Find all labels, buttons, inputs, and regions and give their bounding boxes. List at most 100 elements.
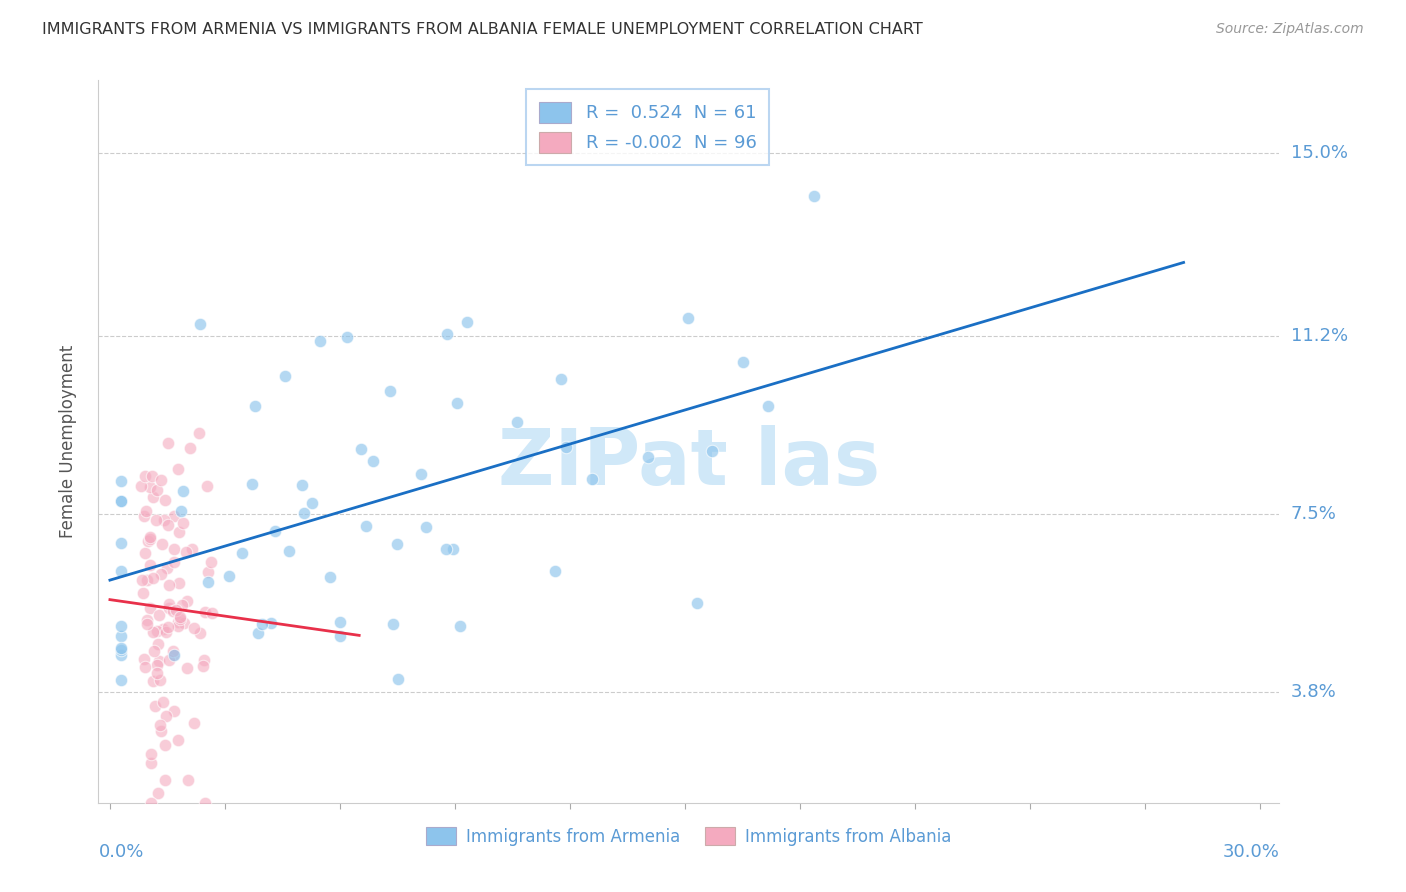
Point [146, 637, 169, 651]
Text: Source: ZipAtlas.com: Source: ZipAtlas.com [1216, 22, 1364, 37]
Point [110, 629, 132, 643]
Point [139, 601, 162, 615]
Point [110, 648, 132, 663]
Point [162, 648, 184, 662]
Point [183, 621, 205, 635]
Point [139, 756, 162, 771]
Point [156, 561, 179, 575]
Point [250, 616, 273, 631]
Point [162, 648, 184, 662]
Point [129, 479, 152, 493]
Point [173, 615, 195, 630]
Point [194, 605, 217, 619]
Point [139, 480, 162, 494]
Point [436, 327, 458, 342]
Point [441, 542, 464, 557]
Point [169, 575, 191, 590]
Point [350, 442, 373, 457]
Point [191, 659, 214, 673]
Point [197, 575, 219, 590]
Point [676, 310, 699, 325]
Point [162, 604, 184, 618]
Point [152, 513, 174, 527]
Point [142, 571, 165, 585]
Point [179, 441, 201, 455]
Point [153, 492, 176, 507]
Text: 30.0%: 30.0% [1223, 843, 1279, 861]
Point [110, 475, 132, 489]
Point [434, 541, 457, 556]
Point [243, 400, 266, 414]
Point [167, 732, 190, 747]
Point [134, 469, 156, 483]
Point [176, 593, 198, 607]
Point [132, 651, 155, 665]
Point [141, 468, 163, 483]
Point [139, 558, 162, 572]
Point [135, 504, 157, 518]
Point [110, 673, 132, 687]
Point [146, 657, 169, 672]
Point [156, 435, 179, 450]
Point [195, 479, 218, 493]
Point [637, 450, 659, 464]
Point [162, 541, 184, 556]
Point [155, 709, 177, 723]
Point [110, 536, 132, 550]
Point [181, 542, 204, 557]
Point [803, 188, 825, 202]
Point [385, 537, 408, 551]
Point [361, 454, 384, 468]
Point [145, 513, 167, 527]
Point [157, 601, 180, 615]
Point [201, 607, 224, 621]
Point [143, 699, 166, 714]
Point [139, 532, 162, 546]
Point [110, 641, 132, 656]
Point [291, 478, 314, 492]
Point [733, 355, 755, 369]
Point [247, 626, 270, 640]
Point [172, 516, 194, 531]
Point [301, 496, 323, 510]
Point [163, 555, 186, 569]
Point [136, 614, 159, 628]
Point [162, 644, 184, 658]
Point [550, 372, 572, 386]
Point [157, 517, 180, 532]
Point [415, 520, 437, 534]
Point [135, 617, 157, 632]
Point [167, 619, 190, 633]
Point [131, 574, 153, 588]
Point [146, 483, 169, 498]
Point [163, 704, 186, 718]
Point [292, 507, 315, 521]
Point [259, 616, 281, 631]
Point [449, 619, 471, 633]
Point [139, 796, 162, 810]
Point [163, 509, 186, 524]
Text: IMMIGRANTS FROM ARMENIA VS IMMIGRANTS FROM ALBANIA FEMALE UNEMPLOYMENT CORRELATI: IMMIGRANTS FROM ARMENIA VS IMMIGRANTS FR… [42, 22, 922, 37]
Point [152, 695, 174, 709]
Point [555, 441, 578, 455]
Point [702, 443, 724, 458]
Point [139, 747, 162, 762]
Point [153, 739, 176, 753]
Point [148, 607, 170, 622]
Point [378, 384, 401, 398]
Point [183, 715, 205, 730]
Legend: Immigrants from Armenia, Immigrants from Albania: Immigrants from Armenia, Immigrants from… [419, 821, 959, 852]
Point [177, 773, 200, 788]
Point [685, 596, 707, 610]
Point [165, 602, 187, 616]
Point [153, 773, 176, 788]
Point [756, 399, 779, 413]
Point [142, 644, 165, 658]
Point [110, 565, 132, 579]
Point [506, 415, 529, 429]
Point [218, 569, 240, 583]
Point [382, 617, 405, 632]
Point [581, 471, 603, 485]
Point [156, 620, 179, 634]
Point [329, 615, 352, 629]
